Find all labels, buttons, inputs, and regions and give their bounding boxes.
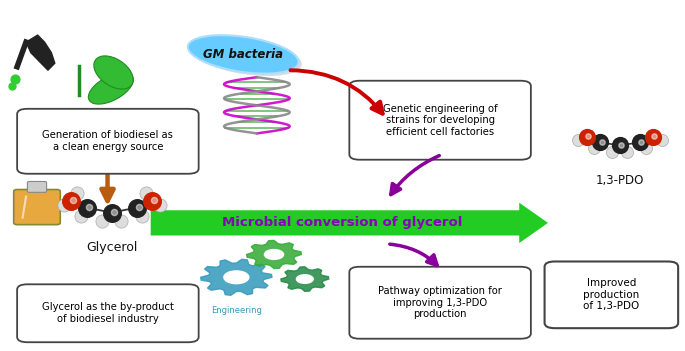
Point: [10, 76, 21, 82]
Point: [131, 205, 142, 211]
Point: [582, 134, 593, 140]
Point: [657, 137, 668, 143]
Ellipse shape: [94, 56, 134, 89]
Circle shape: [224, 271, 249, 284]
Text: Engineering: Engineering: [211, 306, 262, 316]
Point: [75, 213, 86, 218]
FancyBboxPatch shape: [17, 284, 199, 342]
Point: [149, 197, 160, 203]
Polygon shape: [247, 240, 301, 269]
Point: [614, 143, 625, 148]
Text: Glycerol: Glycerol: [86, 241, 138, 254]
Point: [84, 204, 95, 210]
Polygon shape: [26, 35, 55, 70]
Text: Improved
production
of 1,3-PDO: Improved production of 1,3-PDO: [583, 278, 640, 311]
Circle shape: [264, 250, 284, 259]
Text: Microbial conversion of glycerol: Microbial conversion of glycerol: [223, 216, 462, 230]
Point: [640, 145, 651, 151]
Text: 1,3-PDO: 1,3-PDO: [596, 174, 644, 187]
Point: [154, 202, 165, 207]
Point: [147, 198, 158, 204]
Text: Pathway optimization for
improving 1,3-PDO
production: Pathway optimization for improving 1,3-P…: [378, 286, 502, 319]
Point: [622, 149, 633, 154]
Point: [649, 133, 660, 139]
Point: [636, 139, 647, 145]
Polygon shape: [281, 267, 329, 291]
FancyBboxPatch shape: [14, 190, 60, 225]
FancyBboxPatch shape: [545, 261, 678, 328]
Point: [82, 205, 92, 211]
Circle shape: [297, 275, 313, 283]
Point: [72, 190, 83, 196]
Point: [616, 142, 627, 147]
FancyBboxPatch shape: [349, 81, 531, 160]
Ellipse shape: [88, 73, 134, 104]
Point: [58, 202, 69, 207]
Point: [116, 219, 127, 224]
Point: [583, 133, 594, 139]
Point: [68, 197, 79, 203]
Point: [137, 213, 148, 218]
Point: [634, 140, 645, 145]
Polygon shape: [201, 259, 272, 295]
Point: [572, 137, 583, 143]
Text: Genetic engineering of
strains for developing
efficient cell factories: Genetic engineering of strains for devel…: [383, 104, 497, 137]
Point: [97, 219, 108, 224]
FancyBboxPatch shape: [17, 109, 199, 174]
Point: [140, 190, 151, 196]
Point: [589, 145, 600, 151]
FancyBboxPatch shape: [27, 181, 47, 192]
Point: [66, 198, 77, 204]
Text: Generation of biodiesel as
a clean energy source: Generation of biodiesel as a clean energ…: [42, 131, 173, 152]
Point: [596, 139, 607, 145]
Polygon shape: [151, 203, 548, 243]
Text: GM bacteria: GM bacteria: [203, 48, 283, 61]
Text: Glycerol as the by-product
of biodiesel industry: Glycerol as the by-product of biodiesel …: [42, 303, 174, 324]
Point: [133, 204, 144, 210]
Point: [106, 210, 117, 216]
Ellipse shape: [191, 38, 302, 76]
Point: [7, 83, 18, 89]
Point: [108, 209, 119, 214]
Point: [607, 149, 618, 154]
Point: [595, 140, 606, 145]
Ellipse shape: [188, 35, 299, 74]
FancyBboxPatch shape: [349, 267, 531, 339]
Point: [647, 134, 658, 140]
